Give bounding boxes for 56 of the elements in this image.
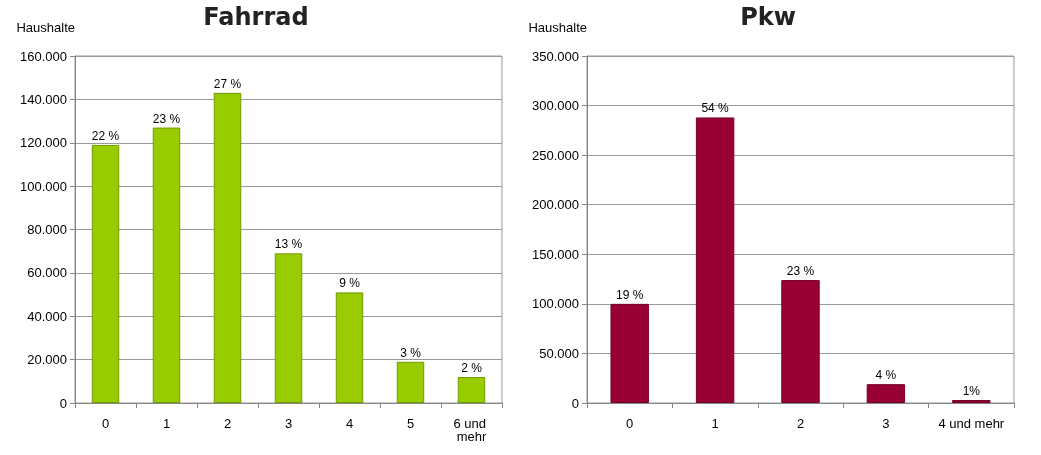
annotation: 13 % [274,237,303,252]
bar [335,292,364,403]
x-tick-label: 5 [406,416,415,431]
x-tick-label: 1 [162,416,171,431]
y-axis-title: Haushalte [528,20,587,35]
annotation: 9 % [339,276,361,291]
y-tick-label: 0 [59,395,67,411]
y-tick-label: 50.000 [539,345,579,361]
bar [91,144,120,403]
bar [152,127,181,403]
y-tick-label: 300.000 [532,98,579,114]
chart-title: Pkw [740,3,796,31]
y-tick-label: 150.000 [532,246,579,262]
bar [866,384,906,403]
annotation: 3 % [400,345,422,360]
chart-title: Fahrrad [203,3,309,31]
y-tick-label: 200.000 [532,197,579,213]
x-tick-label: 3 [284,416,293,431]
y-tick-label: 20.000 [27,352,67,368]
y-tick-label: 100.000 [20,178,67,194]
annotation: 19 % [616,287,644,302]
x-tick-label: 1 [711,416,719,431]
bar [213,92,242,403]
annotation: 27 % [213,76,242,91]
annotation: 22 % [91,128,120,143]
y-tick-label: 80.000 [27,222,67,237]
y-tick-label: 140.000 [20,91,67,107]
y-tick-label: 120.000 [20,135,67,151]
annotation: 23 % [152,111,181,126]
x-tick-label: 4 [345,416,354,431]
x-tick-label: 2 [796,416,805,431]
y-tick-label: 0 [571,395,579,411]
annotation: 1% [962,384,981,399]
x-tick-label: 0 [101,416,110,431]
bar [457,376,486,403]
annotation: 2 % [461,360,483,375]
y-tick-label: 40.000 [27,308,67,324]
bar [781,280,820,403]
x-tick-label: 2 [223,416,232,431]
bar [695,117,735,403]
y-tick-label: 350.000 [532,48,579,64]
y-tick-label: 100.000 [532,296,579,312]
annotation: 54 % [701,101,730,116]
x-tick-label: 6 und mehr [453,416,490,444]
y-tick-label: 250.000 [532,147,579,163]
y-tick-label: 60.000 [27,265,67,281]
bar [396,361,425,403]
annotation: 23 % [786,264,815,279]
x-tick-label: 3 [882,416,890,431]
y-tick-label: 160.000 [20,48,67,64]
x-tick-label: 4 und mehr [938,416,1005,431]
y-axis-title: Haushalte [16,20,75,35]
annotation: 4 % [875,368,897,383]
bar [274,253,303,403]
x-tick-label: 0 [626,416,634,431]
bar [610,303,649,403]
